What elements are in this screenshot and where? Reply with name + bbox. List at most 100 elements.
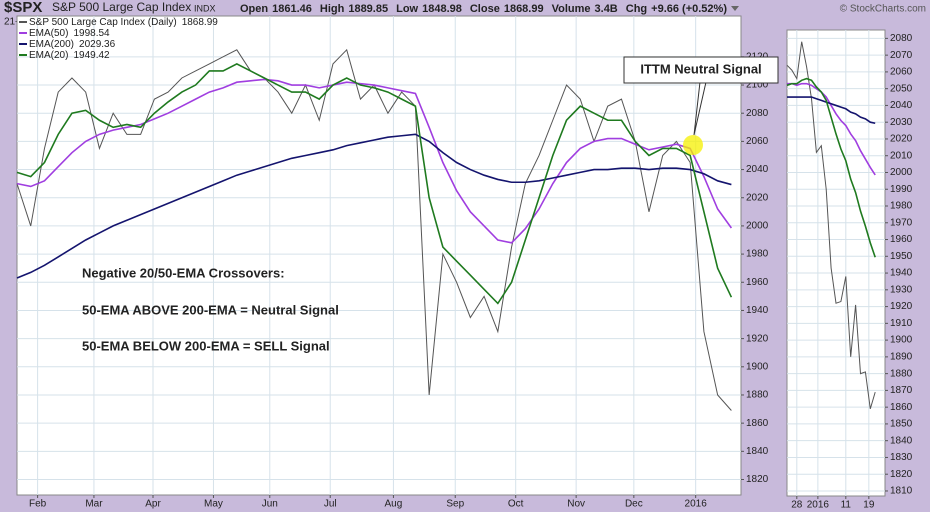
y-tick-label: 1960 <box>746 277 769 288</box>
y-tick-label: 1930 <box>890 284 913 295</box>
legend-entry: EMA(50) 1998.54 <box>29 28 110 39</box>
quote-label: High <box>320 3 345 15</box>
y-tick-label: 1880 <box>746 390 769 401</box>
callout-box <box>623 56 779 84</box>
quote-value: +9.66 (+0.52%) <box>651 3 727 15</box>
y-tick-label: 1920 <box>746 333 769 344</box>
y-tick-label: 2100 <box>746 80 769 91</box>
x-tick-label: Dec <box>625 499 643 510</box>
y-tick-label: 1980 <box>746 249 769 260</box>
y-tick-label: 1820 <box>746 474 769 485</box>
legend-entry: EMA(200) 2029.36 <box>29 39 116 50</box>
legend-name: EMA(20) <box>29 50 68 61</box>
copyright: © StockCharts.com <box>840 4 926 15</box>
legend-value: 1868.99 <box>182 17 219 28</box>
y-tick-label: 1950 <box>890 251 913 262</box>
y-tick-label: 1900 <box>890 335 913 346</box>
y-tick-label: 2020 <box>746 192 769 203</box>
legend-name: EMA(200) <box>29 39 74 50</box>
legend-value: 2029.36 <box>79 39 116 50</box>
x-tick-label: 11 <box>841 500 852 511</box>
y-tick-label: 1860 <box>890 402 913 413</box>
y-tick-label: 1870 <box>890 385 913 396</box>
price-line <box>786 41 876 409</box>
quote-value: 1889.85 <box>348 3 388 15</box>
note: Negative 20/50-EMA Crossovers: <box>82 265 285 280</box>
quote-value: 1848.98 <box>422 3 462 15</box>
y-tick-label: 1960 <box>890 234 913 245</box>
quote-label: Close <box>470 3 500 15</box>
y-tick-label: 2050 <box>890 83 913 94</box>
y-tick-label: 2060 <box>746 136 769 147</box>
x-tick-label: Jul <box>324 499 337 510</box>
y-tick-label: 1840 <box>746 446 769 457</box>
quote-label: Chg <box>626 3 647 15</box>
legend-entry: S&P 500 Large Cap Index (Daily) 1868.99 <box>29 17 218 28</box>
symbol: $SPX <box>4 0 42 16</box>
y-tick-label: 1920 <box>890 301 913 312</box>
x-tick-label: 2016 <box>685 499 708 510</box>
quote-label: Low <box>396 3 418 15</box>
ema-line <box>16 63 733 305</box>
y-tick-label: 1900 <box>746 361 769 372</box>
y-tick-label: 1970 <box>890 217 913 228</box>
x-tick-label: Jun <box>262 499 278 510</box>
ema-line <box>787 82 876 176</box>
x-tick-label: Sep <box>446 499 464 510</box>
y-tick-label: 1860 <box>746 418 769 429</box>
legend-value: 1949.42 <box>73 50 110 61</box>
quote-value: 3.4B <box>595 3 618 15</box>
y-tick-label: 1830 <box>890 452 913 463</box>
y-tick-label: 2010 <box>890 150 913 161</box>
y-tick-label: 2060 <box>890 67 913 78</box>
y-tick-label: 2080 <box>890 33 913 44</box>
y-tick-label: 1890 <box>890 352 913 363</box>
y-tick-label: 1880 <box>890 368 913 379</box>
y-tick-label: 1910 <box>890 318 913 329</box>
ema-line <box>786 77 876 258</box>
x-tick-label: 19 <box>863 500 875 511</box>
callout-text: ITTM Neutral Signal <box>640 61 761 76</box>
y-tick-label: 2020 <box>890 134 913 145</box>
ema-line <box>16 133 732 279</box>
y-tick-label: 2070 <box>890 50 913 61</box>
quote-label: Volume <box>552 3 591 15</box>
y-tick-label: 2040 <box>890 100 913 111</box>
quote-value: 1861.46 <box>272 3 312 15</box>
ema-line <box>16 78 733 244</box>
x-tick-label: Oct <box>508 499 524 510</box>
x-tick-label: Feb <box>29 499 47 510</box>
legend-name: EMA(50) <box>29 28 68 39</box>
y-tick-label: 1940 <box>746 305 769 316</box>
y-tick-label: 1810 <box>890 486 913 497</box>
y-tick-label: 1840 <box>890 435 913 446</box>
y-tick-label: 1980 <box>890 201 913 212</box>
legend-value: 1998.54 <box>73 28 110 39</box>
y-tick-label: 2030 <box>890 117 913 128</box>
exchange: INDX <box>194 3 216 13</box>
x-tick-label: Mar <box>85 499 103 510</box>
y-tick-label: 1820 <box>890 469 913 480</box>
note: 50-EMA BELOW 200-EMA = SELL Signal <box>82 338 330 353</box>
note: 50-EMA ABOVE 200-EMA = Neutral Signal <box>82 302 339 317</box>
signal-highlight <box>683 135 703 155</box>
y-tick-label: 2000 <box>746 221 769 232</box>
x-tick-label: Nov <box>567 499 585 510</box>
y-tick-label: 1940 <box>890 268 913 279</box>
y-tick-label: 1850 <box>890 419 913 430</box>
index-name: S&P 500 Large Cap Index <box>52 0 191 14</box>
ema-line <box>787 96 876 125</box>
x-tick-label: Apr <box>145 499 161 510</box>
x-tick-label: 2016 <box>807 500 830 511</box>
x-tick-label: 28 <box>791 500 803 511</box>
quote-label: Open <box>240 3 268 15</box>
quote: Open 1861.46 High 1889.85 Low 1848.98 Close 186… <box>240 3 727 15</box>
legend-name: S&P 500 Large Cap Index (Daily) <box>29 17 177 28</box>
quote-menu[interactable] <box>731 6 739 11</box>
x-tick-label: Aug <box>385 499 403 510</box>
quote-value: 1868.99 <box>504 3 544 15</box>
y-tick-label: 1990 <box>890 184 913 195</box>
y-tick-label: 2000 <box>890 167 913 178</box>
y-tick-label: 2080 <box>746 108 769 119</box>
